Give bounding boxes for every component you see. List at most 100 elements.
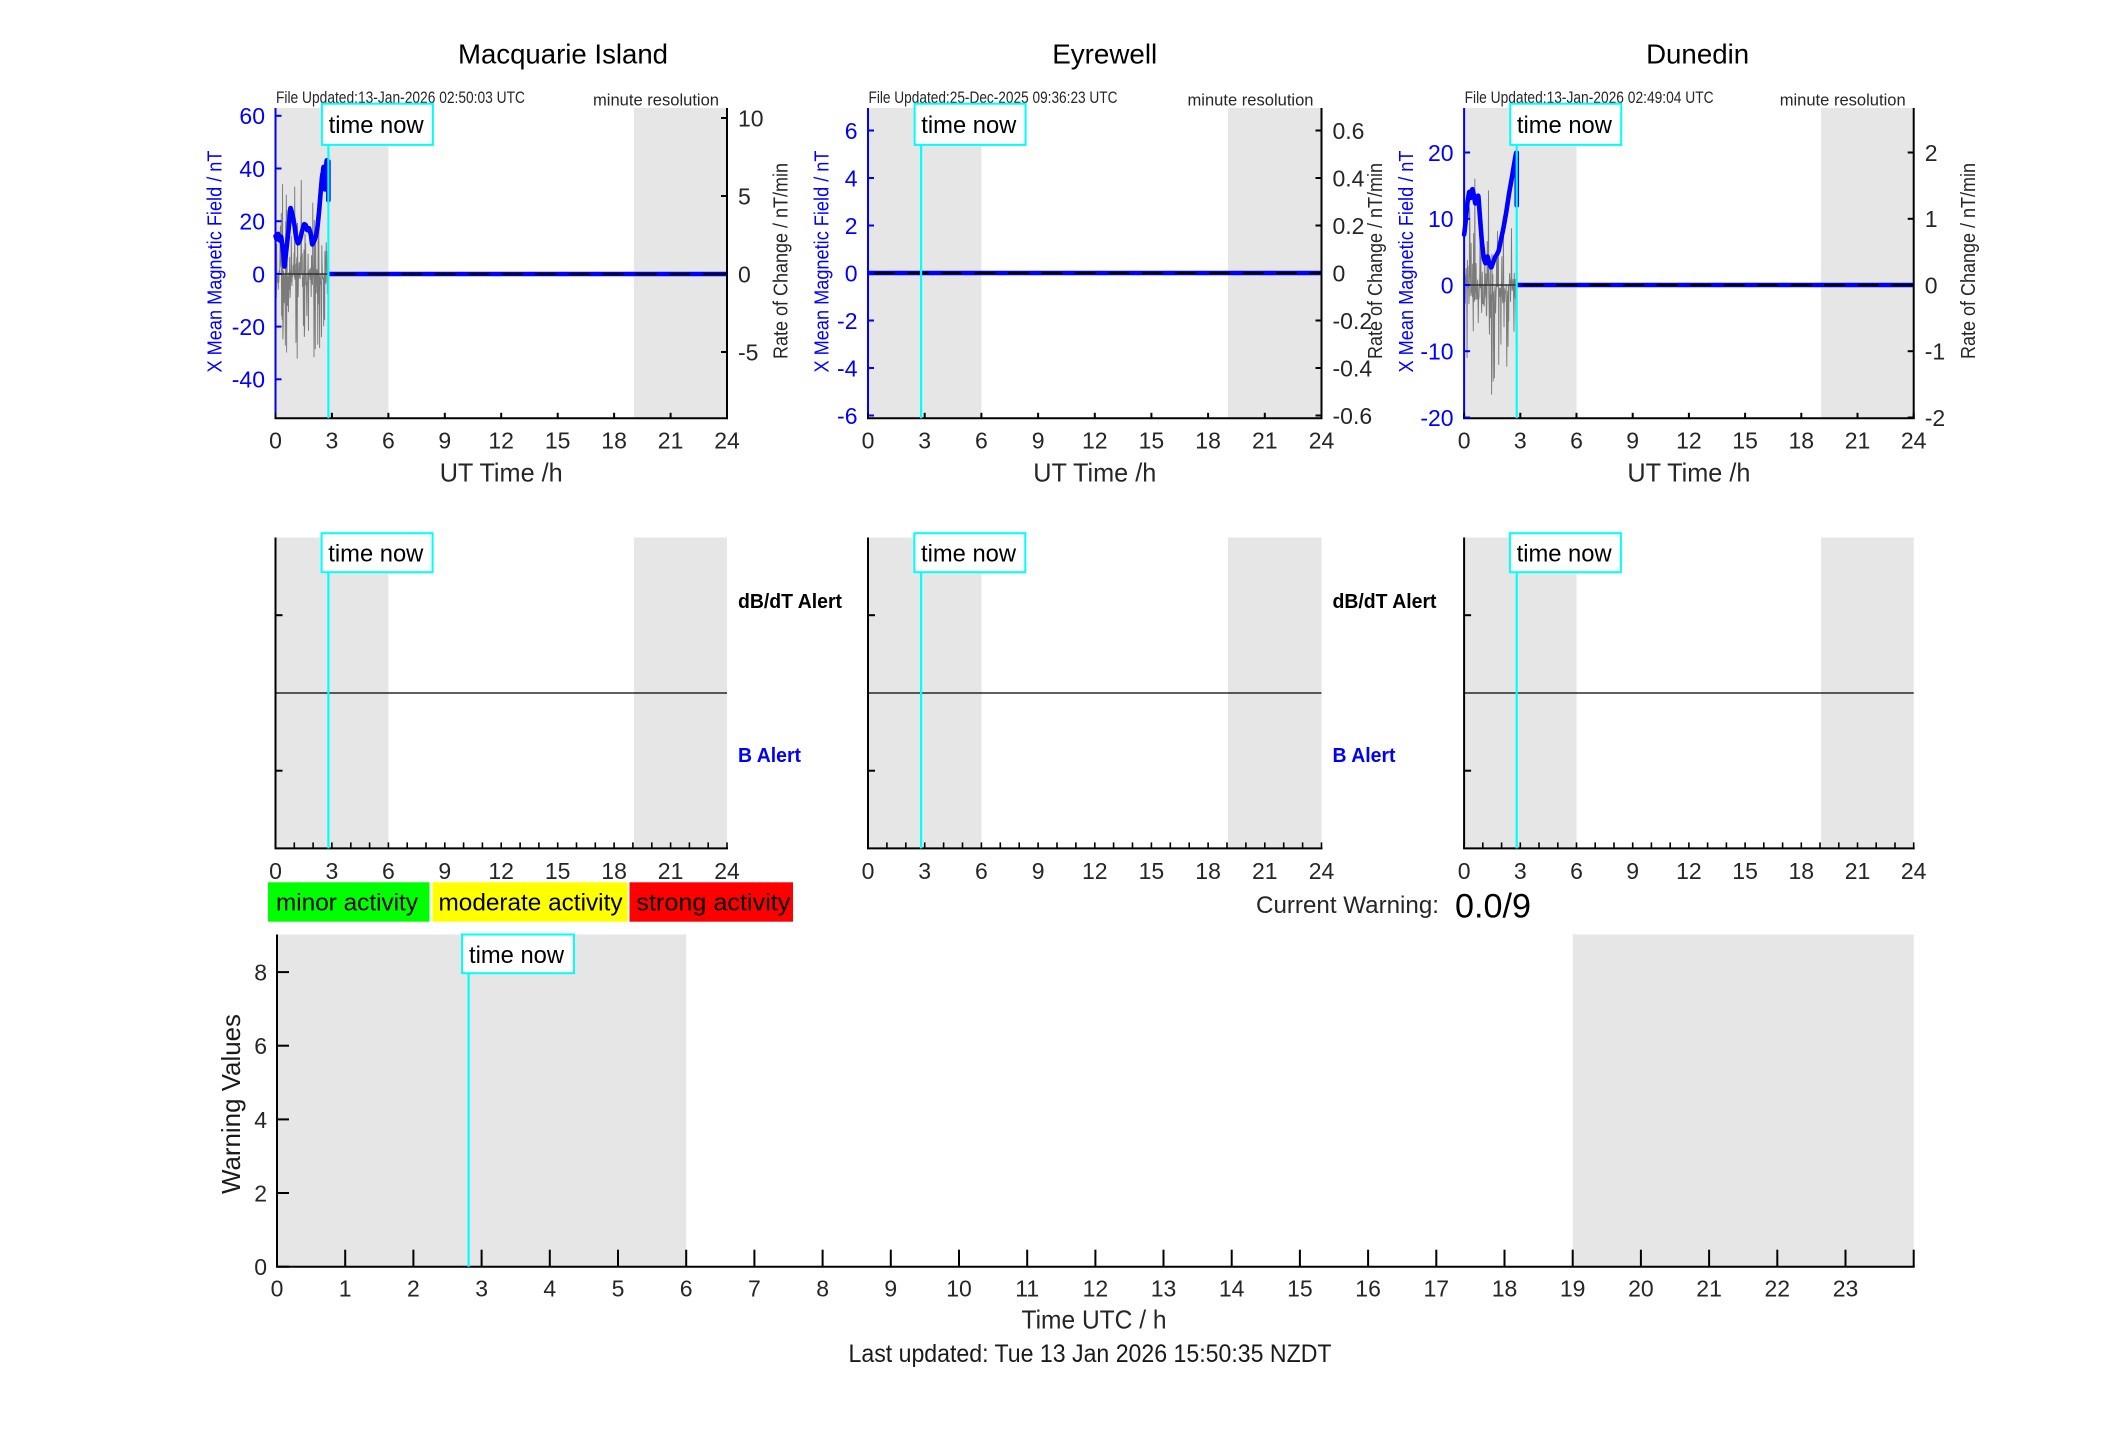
svg-text:6: 6	[845, 118, 858, 144]
svg-text:time now: time now	[1517, 541, 1613, 568]
svg-text:6: 6	[975, 858, 988, 884]
svg-text:UT Time /h: UT Time /h	[440, 458, 563, 488]
svg-text:21: 21	[1696, 1276, 1722, 1302]
svg-text:1: 1	[339, 1276, 352, 1302]
svg-text:9: 9	[884, 1276, 897, 1302]
svg-text:24: 24	[714, 428, 740, 454]
svg-text:24: 24	[1901, 858, 1927, 884]
svg-text:3: 3	[918, 858, 931, 884]
svg-text:12: 12	[488, 858, 514, 884]
svg-text:Warning Values: Warning Values	[216, 1014, 246, 1194]
svg-text:18: 18	[1789, 858, 1815, 884]
svg-text:Rate of Change / nT/min: Rate of Change / nT/min	[1957, 163, 1980, 359]
svg-text:Last updated: Tue 13 Jan 2026: Last updated: Tue 13 Jan 2026 15:50:35 N…	[849, 1340, 1332, 1368]
svg-text:20: 20	[239, 209, 265, 235]
svg-text:9: 9	[1626, 858, 1639, 884]
svg-text:2: 2	[254, 1180, 267, 1206]
svg-text:-1: -1	[1925, 339, 1945, 365]
svg-text:5: 5	[738, 183, 751, 209]
svg-text:4: 4	[254, 1107, 267, 1133]
svg-text:File Updated:13-Jan-2026 02:49: File Updated:13-Jan-2026 02:49:04 UTC	[1465, 89, 1714, 107]
svg-text:23: 23	[1833, 1276, 1859, 1302]
svg-text:B Alert: B Alert	[1333, 744, 1396, 767]
svg-text:Current Warning:: Current Warning:	[1256, 892, 1439, 919]
svg-text:10: 10	[946, 1276, 972, 1302]
svg-text:12: 12	[1083, 1276, 1109, 1302]
svg-text:9: 9	[1032, 428, 1045, 454]
svg-text:3: 3	[326, 428, 339, 454]
svg-text:0: 0	[862, 428, 875, 454]
svg-text:40: 40	[239, 156, 265, 182]
svg-text:-20: -20	[232, 314, 265, 340]
svg-text:6: 6	[1570, 858, 1583, 884]
svg-text:File Updated:25-Dec-2025 09:36: File Updated:25-Dec-2025 09:36:23 UTC	[869, 89, 1118, 107]
svg-text:-4: -4	[837, 355, 858, 381]
svg-text:10: 10	[738, 105, 764, 131]
svg-text:24: 24	[714, 858, 740, 884]
svg-text:21: 21	[1252, 858, 1278, 884]
svg-text:0: 0	[1458, 858, 1471, 884]
svg-text:9: 9	[1626, 428, 1639, 454]
svg-text:0: 0	[1458, 428, 1471, 454]
svg-text:9: 9	[438, 428, 451, 454]
svg-text:0: 0	[1925, 272, 1938, 298]
svg-text:20: 20	[1628, 1276, 1654, 1302]
svg-text:21: 21	[1845, 428, 1871, 454]
svg-text:0: 0	[269, 858, 282, 884]
svg-text:60: 60	[239, 103, 265, 129]
svg-text:9: 9	[438, 858, 451, 884]
svg-text:-5: -5	[738, 339, 758, 365]
svg-text:UT Time /h: UT Time /h	[1033, 458, 1156, 488]
svg-text:6: 6	[382, 428, 395, 454]
svg-text:-2: -2	[837, 308, 857, 334]
svg-text:-2: -2	[1925, 405, 1945, 431]
svg-text:0: 0	[254, 1254, 267, 1280]
svg-text:2: 2	[407, 1276, 420, 1302]
svg-text:0: 0	[1441, 272, 1454, 298]
svg-text:3: 3	[1514, 428, 1527, 454]
svg-text:time now: time now	[329, 112, 425, 139]
svg-text:Eyrewell: Eyrewell	[1052, 39, 1157, 70]
svg-text:3: 3	[1514, 858, 1527, 884]
svg-text:Macquarie Island: Macquarie Island	[458, 39, 668, 70]
svg-text:-20: -20	[1420, 405, 1453, 431]
svg-text:15: 15	[1139, 858, 1165, 884]
svg-text:12: 12	[1082, 428, 1108, 454]
svg-text:15: 15	[1732, 428, 1758, 454]
svg-text:0: 0	[1333, 260, 1346, 286]
svg-text:4: 4	[845, 165, 858, 191]
svg-text:UT Time /h: UT Time /h	[1627, 458, 1750, 488]
svg-text:0.6: 0.6	[1333, 118, 1365, 144]
svg-text:22: 22	[1765, 1276, 1791, 1302]
svg-text:time now: time now	[469, 942, 565, 969]
svg-text:20: 20	[1428, 140, 1454, 166]
svg-text:8: 8	[816, 1276, 829, 1302]
svg-text:15: 15	[545, 428, 571, 454]
svg-text:6: 6	[1570, 428, 1583, 454]
svg-text:6: 6	[382, 858, 395, 884]
svg-text:time now: time now	[921, 112, 1017, 139]
svg-text:12: 12	[1676, 858, 1702, 884]
svg-text:dB/dT Alert: dB/dT Alert	[738, 590, 842, 613]
svg-text:2: 2	[845, 213, 858, 239]
svg-text:time now: time now	[328, 541, 424, 568]
svg-text:18: 18	[601, 428, 627, 454]
svg-text:0: 0	[252, 261, 265, 287]
svg-text:7: 7	[748, 1276, 761, 1302]
svg-text:3: 3	[918, 428, 931, 454]
svg-text:5: 5	[612, 1276, 625, 1302]
svg-text:1: 1	[1925, 206, 1938, 232]
svg-text:17: 17	[1424, 1276, 1450, 1302]
svg-text:6: 6	[975, 428, 988, 454]
svg-text:8: 8	[254, 960, 267, 986]
svg-text:-6: -6	[837, 403, 857, 429]
svg-text:0.4: 0.4	[1333, 165, 1365, 191]
svg-text:15: 15	[1287, 1276, 1313, 1302]
svg-text:-0.6: -0.6	[1333, 403, 1373, 429]
svg-text:24: 24	[1901, 428, 1927, 454]
svg-text:6: 6	[680, 1276, 693, 1302]
svg-text:0: 0	[862, 858, 875, 884]
svg-text:-40: -40	[232, 367, 265, 393]
svg-text:3: 3	[475, 1276, 488, 1302]
svg-text:18: 18	[1195, 858, 1221, 884]
